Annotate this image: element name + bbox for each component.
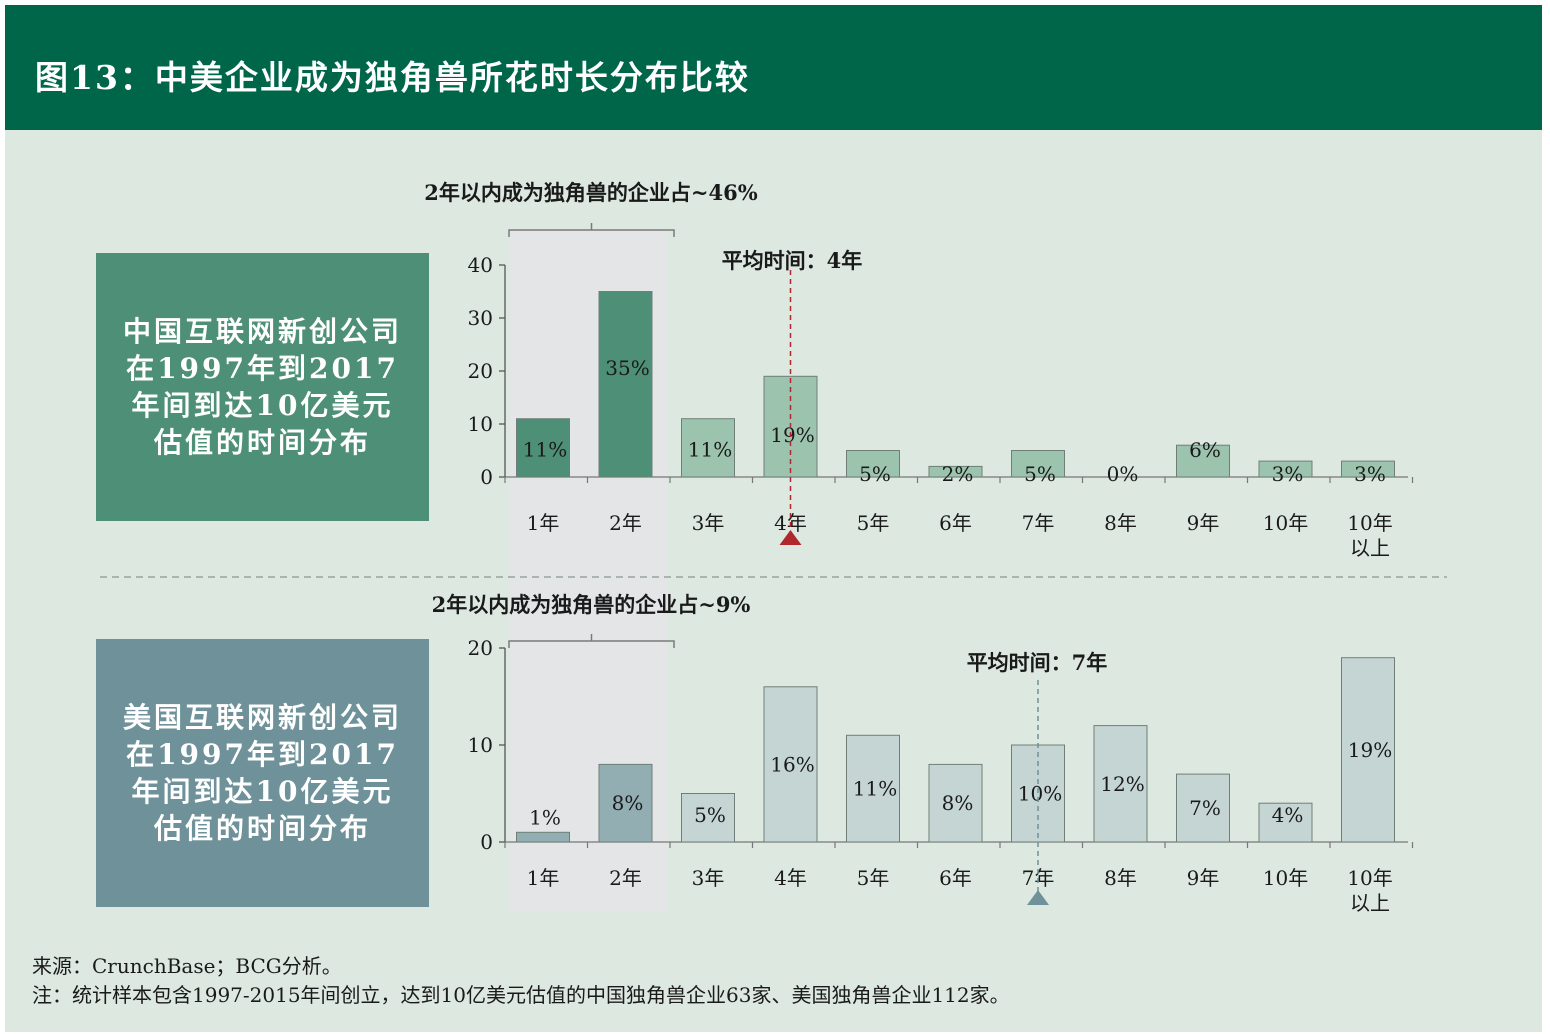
- cn-category-label: 8年: [1104, 511, 1137, 535]
- china-label-text: 中国互联网新创公司在1997年到2017年间到达10亿美元估值的时间分布: [122, 315, 402, 459]
- cn-category-label: 10年: [1347, 511, 1392, 535]
- us-value-label: 4%: [1272, 803, 1304, 827]
- cn-value-label: 2%: [942, 462, 974, 486]
- us-value-label: 8%: [612, 791, 644, 815]
- us-category-label: 6年: [939, 866, 972, 890]
- cn-category-label: 9年: [1187, 511, 1220, 535]
- us-category-label: 4年: [774, 866, 807, 890]
- cn-bracket-label: 2年以内成为独角兽的企业占~46%: [424, 180, 757, 205]
- cn-category-label: 2年: [609, 511, 642, 535]
- source-note: 来源：CrunchBase；BCG分析。: [32, 954, 342, 978]
- us-bar: [1176, 773, 1230, 843]
- us-category-label: 3年: [692, 866, 725, 890]
- us-value-label: 19%: [1348, 738, 1392, 762]
- us-value-label: 8%: [942, 791, 974, 815]
- us-label-text: 美国互联网新创公司在1997年到2017年间到达10亿美元估值的时间分布: [122, 701, 402, 845]
- us-category-label: 8年: [1104, 866, 1137, 890]
- cn-value-label: 19%: [770, 423, 814, 447]
- cn-mean-label: 平均时间：4年: [722, 248, 863, 273]
- us-value-label: 5%: [694, 803, 726, 827]
- china-label-box: 中国互联网新创公司在1997年到2017年间到达10亿美元估值的时间分布: [96, 253, 429, 521]
- cn-category-label: 10年: [1263, 511, 1308, 535]
- cn-chart: 01020304011%1年35%2年11%3年19%4年5%5年2%6年5%7…: [424, 180, 1414, 560]
- cn-y-tick-label: 10: [468, 412, 493, 436]
- us-bar: [1258, 802, 1313, 843]
- cn-value-label: 3%: [1272, 462, 1304, 486]
- us-mean-label: 平均时间：7年: [967, 650, 1108, 675]
- cn-y-tick-label: 40: [468, 253, 493, 277]
- cn-value-label: 11%: [688, 438, 732, 462]
- cn-value-label: 5%: [1024, 462, 1056, 486]
- us-bar: [846, 734, 900, 843]
- cn-bar: [1258, 460, 1313, 478]
- us-label-box: 美国互联网新创公司在1997年到2017年间到达10亿美元估值的时间分布: [96, 639, 429, 907]
- us-category-label: 10年: [1263, 866, 1308, 890]
- cn-value-label: 3%: [1354, 462, 1386, 486]
- cn-value-label: 11%: [523, 438, 567, 462]
- cn-category-label: 7年: [1022, 511, 1055, 535]
- us-value-label: 12%: [1100, 772, 1144, 796]
- cn-bar: [516, 418, 570, 478]
- us-y-tick-label: 10: [468, 733, 493, 757]
- cn-category-label: 6年: [939, 511, 972, 535]
- cn-y-tick-label: 30: [468, 306, 493, 330]
- us-value-label: 16%: [770, 752, 814, 776]
- figure-title: 图13：中美企业成为独角兽所花时长分布比较: [35, 58, 750, 97]
- cn-value-label: 5%: [859, 462, 891, 486]
- cn-y-tick-label: 0: [480, 465, 493, 489]
- cn-bar: [928, 465, 983, 478]
- cn-bar: [681, 418, 735, 478]
- cn-category-label: 1年: [527, 511, 560, 535]
- cn-y-tick-label: 20: [468, 359, 493, 383]
- us-category-label: 1年: [527, 866, 560, 890]
- cn-bar: [846, 450, 900, 478]
- us-category-label: 以上: [1350, 891, 1390, 915]
- us-bracket-label: 2年以内成为独角兽的企业占~9%: [432, 592, 751, 617]
- us-category-label: 9年: [1187, 866, 1220, 890]
- us-bar: [516, 831, 570, 843]
- us-bracket: [508, 634, 675, 648]
- us-value-label: 10%: [1018, 782, 1062, 806]
- us-y-tick-label: 0: [480, 830, 493, 854]
- cn-value-label: 35%: [605, 356, 649, 380]
- cn-bar: [1176, 444, 1230, 478]
- cn-category-label: 以上: [1350, 536, 1390, 560]
- figure-header: 图13：中美企业成为独角兽所花时长分布比较: [5, 5, 1542, 130]
- cn-bar: [1011, 450, 1065, 478]
- cn-bracket: [508, 223, 675, 237]
- us-bar: [1341, 657, 1395, 843]
- us-value-label: 7%: [1189, 796, 1221, 820]
- us-bar: [928, 763, 983, 843]
- us-bar: [681, 793, 735, 843]
- cn-mean-marker: [779, 530, 802, 545]
- us-bar: [598, 763, 653, 843]
- us-bar: [763, 686, 818, 843]
- us-y-tick-label: 20: [468, 636, 493, 660]
- us-value-label: 11%: [853, 777, 897, 801]
- cn-bar: [1341, 460, 1395, 478]
- us-value-label: 1%: [529, 805, 561, 829]
- cn-value-label: 0%: [1107, 462, 1139, 486]
- cn-category-label: 5年: [857, 511, 890, 535]
- us-category-label: 5年: [857, 866, 890, 890]
- us-chart: 010201%1年8%2年5%3年16%4年11%5年8%6年10%7年12%8…: [432, 592, 1414, 915]
- us-mean-marker: [1027, 890, 1049, 905]
- cn-bar: [598, 291, 653, 478]
- us-category-label: 10年: [1347, 866, 1392, 890]
- us-bar: [1093, 725, 1148, 843]
- us-category-label: 2年: [609, 866, 642, 890]
- cn-category-label: 3年: [692, 511, 725, 535]
- footnote: 注：统计样本包含1997-2015年间创立，达到10亿美元估值的中国独角兽企业6…: [32, 983, 1010, 1007]
- cn-value-label: 6%: [1189, 438, 1221, 462]
